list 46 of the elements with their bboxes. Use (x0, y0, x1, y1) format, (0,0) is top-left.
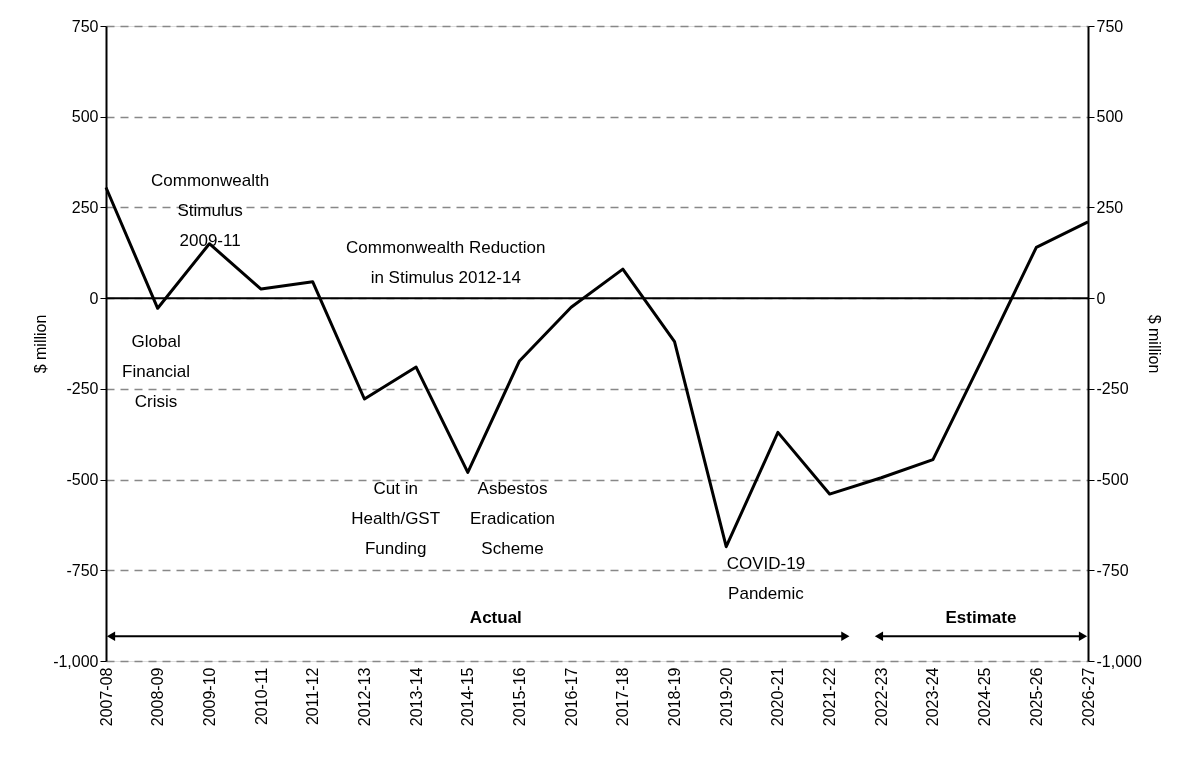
x-tick-label: 2015-16 (510, 667, 528, 727)
x-tick-label: 2025-26 (1027, 667, 1045, 727)
annotation: Actual (469, 607, 522, 627)
y-tick-label: -1,000 (53, 652, 99, 670)
y2-tick-label: -250 (1096, 380, 1129, 398)
x-tick-label: 2021-22 (821, 667, 839, 727)
x-tick-label: 2018-19 (666, 667, 684, 727)
y-tick-label: 500 (71, 108, 99, 126)
y2-tick-label: 500 (1096, 108, 1124, 126)
annotation: Commonwealth Stimulus 2009-11 (151, 170, 270, 250)
annotation: Global Financial Crisis (122, 332, 191, 412)
y-tick-label: -250 (66, 380, 99, 398)
annotation: Commonwealth Reduction in Stimulus 2012-14 (346, 238, 546, 288)
y2-tick-label: 250 (1096, 198, 1124, 216)
y-tick-label: 0 (89, 289, 99, 307)
x-tick-label: 2013-14 (407, 667, 425, 727)
y-tick-label: -750 (66, 561, 99, 579)
y2-tick-label: 750 (1096, 17, 1124, 35)
x-tick-label: 2014-15 (459, 667, 477, 727)
annotation: Cut in Health/GST Funding (351, 478, 441, 558)
y2-axis-title: $ million (1145, 314, 1163, 374)
y2-tick-label: 0 (1096, 289, 1106, 307)
x-tick-label: 2010-11 (252, 667, 270, 726)
x-tick-label: 2017-18 (614, 667, 632, 727)
y-tick-label: 750 (71, 17, 99, 35)
x-tick-label: 2011-12 (304, 667, 322, 726)
y-axis-title: $ million (32, 314, 50, 374)
y-tick-label: -500 (66, 471, 99, 489)
x-tick-label: 2023-24 (924, 667, 942, 727)
annotation: Estimate (945, 607, 1017, 627)
y2-tick-label: -1,000 (1096, 652, 1142, 670)
x-tick-label: 2016-17 (562, 667, 580, 727)
x-tick-label: 2024-25 (976, 667, 994, 727)
y2-tick-label: -500 (1096, 471, 1129, 489)
x-tick-label: 2019-20 (717, 667, 735, 727)
annotation: Asbestos Eradication Scheme (470, 478, 556, 558)
x-tick-label: 2007-08 (97, 667, 115, 727)
x-tick-label: 2012-13 (355, 667, 373, 727)
y2-tick-label: -750 (1096, 561, 1129, 579)
y-tick-label: 250 (71, 198, 99, 216)
x-tick-label: 2008-09 (149, 667, 167, 727)
x-tick-label: 2026-27 (1079, 667, 1097, 727)
x-tick-label: 2020-21 (769, 667, 787, 727)
x-tick-label: 2009-10 (200, 667, 218, 727)
x-tick-label: 2022-23 (872, 667, 890, 727)
annotation: COVID-19 Pandemic (726, 553, 806, 603)
